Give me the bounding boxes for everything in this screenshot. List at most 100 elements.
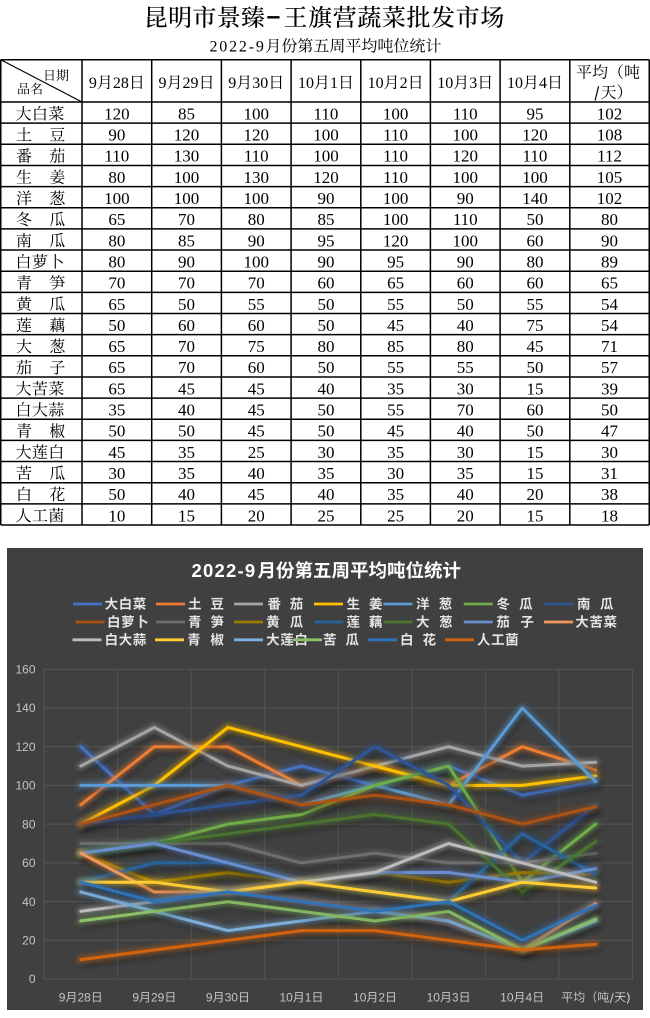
svg-text:89: 89 — [601, 252, 618, 271]
svg-text:65: 65 — [108, 337, 125, 356]
svg-text:39: 39 — [601, 379, 618, 398]
svg-text:60: 60 — [457, 274, 474, 293]
svg-text:100: 100 — [244, 252, 270, 271]
svg-text:47: 47 — [601, 422, 619, 441]
svg-text:65: 65 — [108, 358, 125, 377]
svg-text:100: 100 — [383, 104, 409, 123]
svg-text:71: 71 — [601, 337, 618, 356]
svg-text:20: 20 — [526, 485, 543, 504]
svg-text:90: 90 — [457, 252, 474, 271]
svg-text:30: 30 — [225, 991, 239, 1005]
svg-text:65: 65 — [108, 379, 125, 398]
svg-text:108: 108 — [597, 126, 623, 145]
svg-text:45: 45 — [387, 316, 404, 335]
svg-text:85: 85 — [317, 210, 334, 229]
svg-text:70: 70 — [178, 210, 195, 229]
svg-text:25: 25 — [387, 506, 404, 525]
svg-text:35: 35 — [108, 401, 125, 420]
svg-text:50: 50 — [526, 210, 543, 229]
svg-text:30: 30 — [601, 443, 618, 462]
svg-text:35: 35 — [178, 464, 195, 483]
svg-text:60: 60 — [526, 274, 543, 293]
svg-text:50: 50 — [526, 358, 543, 377]
svg-text:20: 20 — [248, 506, 265, 525]
svg-text:2022-9: 2022-9 — [192, 560, 257, 581]
svg-text:160: 160 — [15, 663, 35, 677]
svg-text:95: 95 — [526, 104, 543, 123]
svg-text:15: 15 — [178, 506, 195, 525]
svg-text:35: 35 — [457, 464, 474, 483]
svg-text:40: 40 — [22, 895, 36, 909]
svg-text:28: 28 — [77, 991, 91, 1005]
svg-text:50: 50 — [457, 295, 474, 314]
svg-text:80: 80 — [526, 252, 543, 271]
svg-text:100: 100 — [383, 210, 409, 229]
svg-text:50: 50 — [317, 316, 334, 335]
svg-text:45: 45 — [178, 379, 195, 398]
svg-text:9: 9 — [89, 75, 97, 92]
svg-text:70: 70 — [178, 337, 195, 356]
svg-text:100: 100 — [453, 168, 479, 187]
svg-text:38: 38 — [601, 485, 618, 504]
svg-text:30: 30 — [108, 464, 125, 483]
svg-text:29: 29 — [183, 75, 199, 92]
svg-text:9: 9 — [228, 75, 236, 92]
svg-text:3: 3 — [452, 991, 459, 1005]
svg-text:31: 31 — [601, 464, 618, 483]
svg-text:75: 75 — [526, 316, 543, 335]
svg-text:100: 100 — [104, 189, 130, 208]
svg-text:110: 110 — [314, 104, 339, 123]
svg-text:120: 120 — [104, 104, 130, 123]
svg-text:130: 130 — [244, 168, 270, 187]
svg-text:10: 10 — [279, 991, 293, 1005]
svg-text:50: 50 — [317, 401, 334, 420]
svg-text:110: 110 — [104, 147, 129, 166]
svg-text:80: 80 — [108, 168, 125, 187]
svg-text:3: 3 — [469, 75, 477, 92]
svg-text:30: 30 — [387, 464, 404, 483]
svg-text:55: 55 — [248, 295, 265, 314]
svg-text:90: 90 — [248, 231, 265, 250]
svg-text:55: 55 — [387, 358, 404, 377]
svg-text:90: 90 — [317, 189, 334, 208]
svg-text:80: 80 — [248, 210, 265, 229]
svg-text:120: 120 — [244, 126, 270, 145]
svg-text:85: 85 — [387, 337, 404, 356]
svg-text:65: 65 — [108, 210, 125, 229]
svg-text:80: 80 — [317, 337, 334, 356]
svg-text:25: 25 — [317, 506, 334, 525]
svg-text:9: 9 — [132, 991, 139, 1005]
svg-text:35: 35 — [387, 379, 404, 398]
svg-text:100: 100 — [174, 189, 200, 208]
svg-text:45: 45 — [387, 422, 404, 441]
svg-text:105: 105 — [597, 168, 623, 187]
svg-text:50: 50 — [317, 422, 334, 441]
svg-text:35: 35 — [387, 443, 404, 462]
svg-text:100: 100 — [174, 168, 200, 187]
svg-text:100: 100 — [15, 779, 35, 793]
svg-text:65: 65 — [387, 274, 404, 293]
svg-text:85: 85 — [178, 231, 195, 250]
svg-text:95: 95 — [317, 231, 334, 250]
svg-text:25: 25 — [248, 443, 265, 462]
svg-text:45: 45 — [248, 422, 265, 441]
svg-text:0: 0 — [29, 972, 36, 986]
svg-text:35: 35 — [317, 464, 334, 483]
svg-text:60: 60 — [526, 401, 543, 420]
svg-text:60: 60 — [526, 231, 543, 250]
svg-text:100: 100 — [453, 126, 479, 145]
svg-text:4: 4 — [539, 75, 547, 92]
svg-text:30: 30 — [252, 75, 268, 92]
svg-text:2022-9: 2022-9 — [210, 39, 266, 56]
svg-text:120: 120 — [174, 126, 200, 145]
svg-text:10: 10 — [353, 991, 367, 1005]
svg-text:40: 40 — [457, 316, 474, 335]
svg-text:2: 2 — [378, 991, 385, 1005]
svg-text:15: 15 — [526, 464, 543, 483]
svg-text:30: 30 — [457, 443, 474, 462]
svg-text:55: 55 — [457, 358, 474, 377]
svg-text:120: 120 — [453, 147, 479, 166]
svg-text:9: 9 — [206, 991, 213, 1005]
svg-text:54: 54 — [601, 295, 619, 314]
svg-text:40: 40 — [248, 464, 265, 483]
